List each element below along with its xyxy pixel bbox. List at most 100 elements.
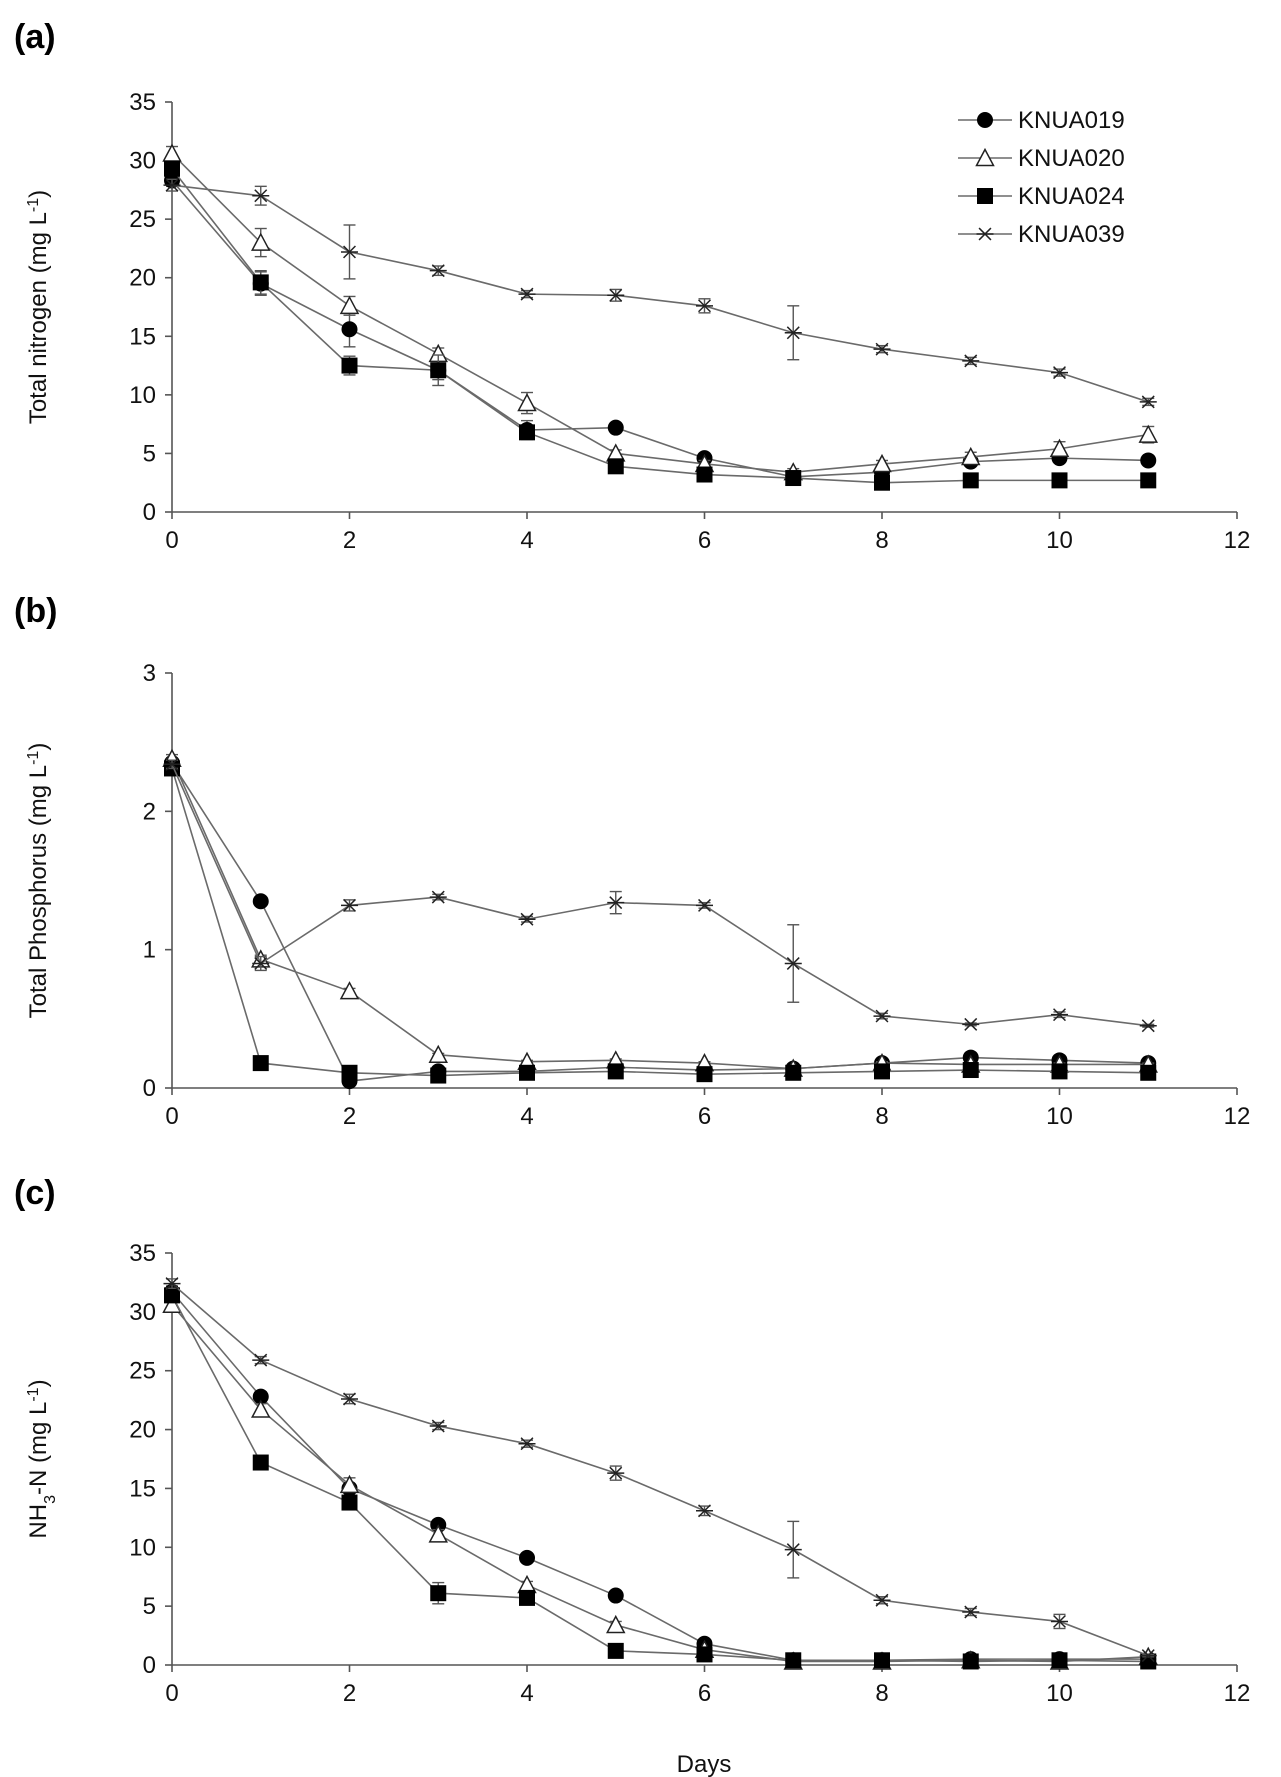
y-tick-label: 35 bbox=[129, 89, 156, 116]
data-point bbox=[163, 178, 181, 192]
y-tick-label: 3 bbox=[143, 660, 156, 687]
data-point bbox=[696, 299, 713, 313]
y-tick-label: 5 bbox=[143, 440, 156, 467]
y-tick-label: 20 bbox=[129, 265, 156, 292]
y-tick-label: 15 bbox=[129, 1475, 156, 1502]
series-knua024 bbox=[164, 160, 1157, 491]
data-point bbox=[252, 957, 270, 970]
data-point bbox=[518, 912, 536, 926]
data-point bbox=[607, 458, 624, 475]
data-point bbox=[607, 1642, 624, 1659]
y-tick-label: 0 bbox=[143, 499, 156, 526]
series-knua039 bbox=[163, 178, 1157, 409]
x-tick-label: 2 bbox=[343, 1680, 356, 1707]
y-axis-title: Total nitrogen (mg L-1) bbox=[25, 190, 53, 424]
y-tick-label: 1 bbox=[143, 937, 156, 964]
legend-item: KNUA020 bbox=[958, 145, 1125, 172]
series-knua039 bbox=[163, 757, 1157, 1033]
data-point bbox=[517, 392, 537, 412]
y-tick-label: 0 bbox=[143, 1075, 156, 1102]
data-point bbox=[961, 446, 981, 466]
data-point bbox=[1139, 395, 1157, 409]
data-point bbox=[1138, 424, 1158, 443]
series-line bbox=[171, 762, 1149, 1082]
x-tick-label: 8 bbox=[875, 1103, 888, 1130]
data-point bbox=[519, 1549, 535, 1566]
data-point bbox=[1139, 1019, 1157, 1033]
series-line bbox=[171, 758, 1149, 1070]
x-tick-label: 6 bbox=[698, 1103, 711, 1130]
data-point bbox=[607, 288, 625, 302]
series-knua020 bbox=[162, 748, 1158, 1077]
x-tick-label: 10 bbox=[1046, 527, 1073, 554]
x-tick-label: 10 bbox=[1046, 1680, 1073, 1707]
x-tick-label: 0 bbox=[165, 1680, 178, 1707]
data-point bbox=[1139, 1649, 1157, 1663]
data-point bbox=[339, 1474, 360, 1494]
data-point bbox=[429, 1419, 447, 1433]
series-knua020 bbox=[162, 1294, 1158, 1670]
data-point bbox=[784, 957, 802, 970]
legend-label: KNUA019 bbox=[1018, 107, 1125, 134]
data-point bbox=[696, 1646, 713, 1663]
legend: KNUA019 KNUA020 KNUA024 KNUA039 bbox=[958, 107, 1125, 248]
data-point bbox=[1051, 1063, 1068, 1080]
x-tick-label: 8 bbox=[875, 527, 888, 554]
data-point bbox=[1051, 1614, 1068, 1628]
data-point bbox=[162, 143, 182, 162]
data-point bbox=[962, 1017, 980, 1031]
data-point bbox=[1051, 472, 1068, 489]
y-tick-label: 15 bbox=[129, 323, 156, 350]
data-point bbox=[696, 1504, 713, 1518]
data-point bbox=[339, 295, 360, 315]
data-point bbox=[163, 757, 181, 771]
data-point bbox=[163, 1277, 181, 1291]
data-point bbox=[252, 1353, 270, 1367]
series-knua039 bbox=[163, 1277, 1157, 1663]
series-knua019 bbox=[164, 172, 1157, 485]
data-point bbox=[341, 1494, 358, 1511]
data-point bbox=[696, 1066, 713, 1083]
y-tick-label: 25 bbox=[129, 206, 156, 233]
y-tick-label: 10 bbox=[129, 1534, 156, 1561]
y-tick-label: 0 bbox=[143, 1652, 156, 1679]
data-point bbox=[962, 1605, 980, 1619]
legend-label: KNUA020 bbox=[1018, 145, 1125, 172]
data-point bbox=[607, 419, 624, 436]
data-point bbox=[962, 1062, 979, 1079]
series-line bbox=[171, 1291, 1149, 1662]
x-tick-label: 2 bbox=[343, 1103, 356, 1130]
data-point bbox=[873, 342, 891, 356]
legend-marker bbox=[976, 227, 994, 241]
x-tick-label: 10 bbox=[1046, 1103, 1073, 1130]
data-point bbox=[518, 1437, 536, 1451]
y-tick-label: 30 bbox=[129, 148, 156, 175]
data-point bbox=[251, 232, 271, 251]
data-point bbox=[1051, 1008, 1068, 1022]
data-point bbox=[519, 1589, 535, 1606]
panel-label: (a) bbox=[14, 18, 56, 56]
series-line bbox=[171, 179, 1149, 478]
x-axis-title: Days bbox=[677, 1751, 732, 1777]
x-tick-label: 6 bbox=[698, 527, 711, 554]
x-tick-label: 12 bbox=[1224, 1103, 1251, 1130]
series-knua024 bbox=[164, 760, 1157, 1084]
data-point bbox=[164, 1287, 180, 1304]
panel-label: (c) bbox=[14, 1174, 56, 1212]
series-line bbox=[171, 763, 1149, 1027]
data-point bbox=[519, 424, 535, 441]
data-point bbox=[873, 1593, 891, 1607]
data-point bbox=[962, 1653, 979, 1670]
data-point bbox=[429, 264, 447, 278]
data-point bbox=[962, 472, 979, 489]
data-point bbox=[252, 189, 270, 203]
panel-label: (b) bbox=[14, 592, 57, 630]
data-point bbox=[874, 474, 890, 491]
legend-marker bbox=[977, 188, 993, 204]
data-point bbox=[785, 470, 802, 487]
data-point bbox=[341, 898, 358, 912]
y-tick-label: 25 bbox=[129, 1358, 156, 1385]
y-tick-label: 10 bbox=[129, 382, 156, 409]
data-point bbox=[430, 1067, 447, 1084]
